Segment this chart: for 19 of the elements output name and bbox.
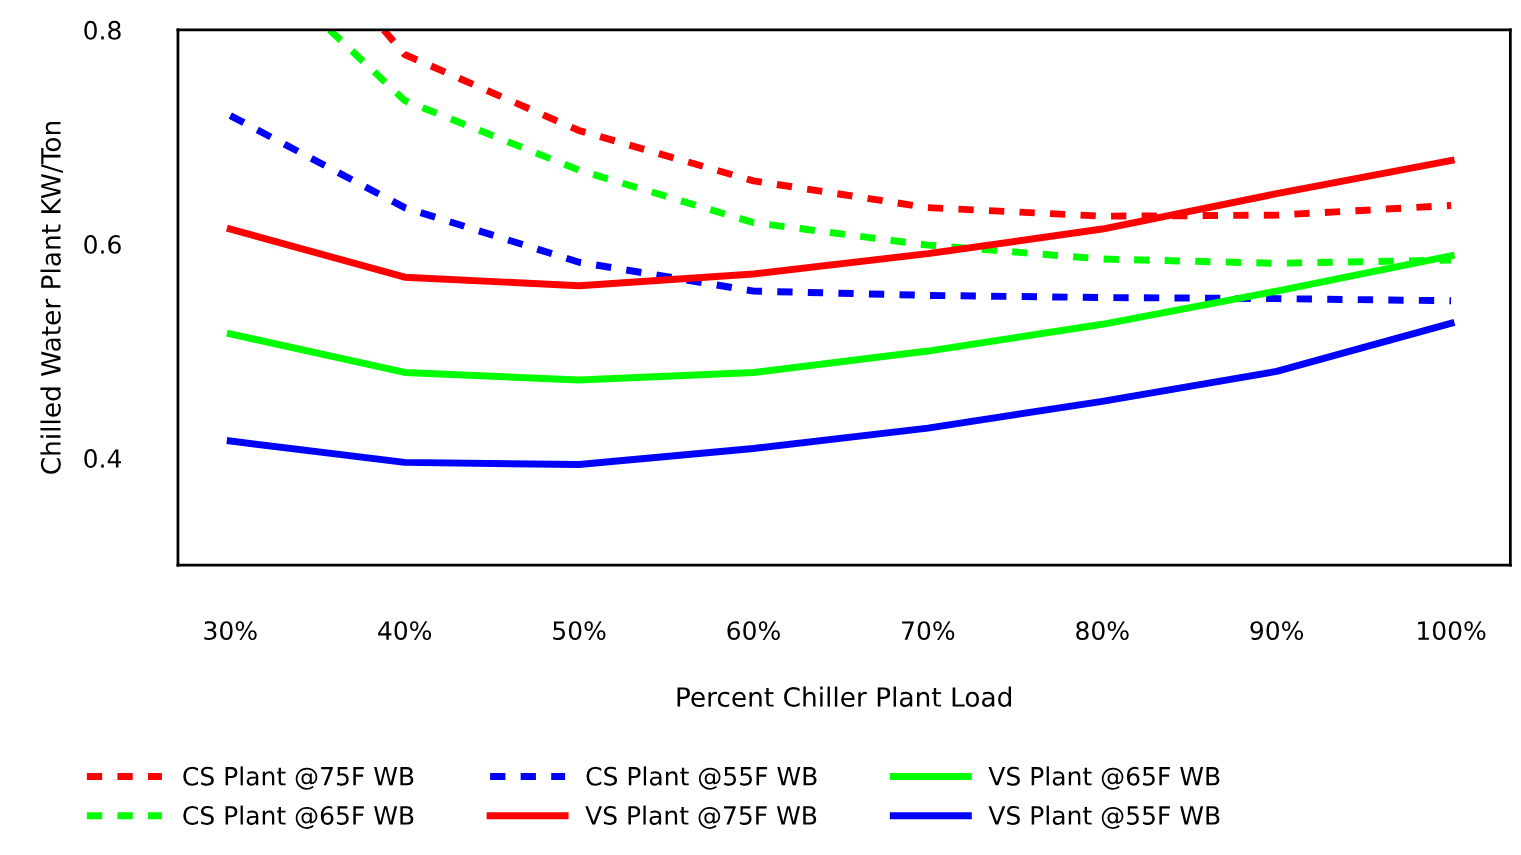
x-tick-label: 50% <box>553 621 606 641</box>
x-tick-label: 80% <box>1076 621 1129 641</box>
x-axis-title: Percent Chiller Plant Load <box>677 686 1011 707</box>
legend-label: VS Plant @75F WB <box>585 805 817 829</box>
x-tick-label: 30% <box>204 621 257 641</box>
legend-label: CS Plant @55F WB <box>586 766 817 790</box>
y-tick-label: 0.8 <box>84 20 121 40</box>
y-tick-label: 0.4 <box>84 449 121 468</box>
x-tick-label: 40% <box>378 621 432 641</box>
x-tick-label: 90% <box>1250 621 1304 641</box>
legend-label: VS Plant @55F WB <box>988 805 1220 829</box>
x-tick-label: 70% <box>902 621 955 641</box>
x-tick-label: 60% <box>727 621 780 641</box>
y-axis-title: Chilled Water Plant KW/Ton <box>40 121 63 474</box>
legend-label: CS Plant @65F WB <box>183 805 414 829</box>
legend-label: VS Plant @65F WB <box>988 766 1220 790</box>
x-tick-label: 100% <box>1418 621 1486 641</box>
legend-label: CS Plant @75F WB <box>183 766 414 790</box>
y-tick-label: 0.6 <box>84 234 121 254</box>
